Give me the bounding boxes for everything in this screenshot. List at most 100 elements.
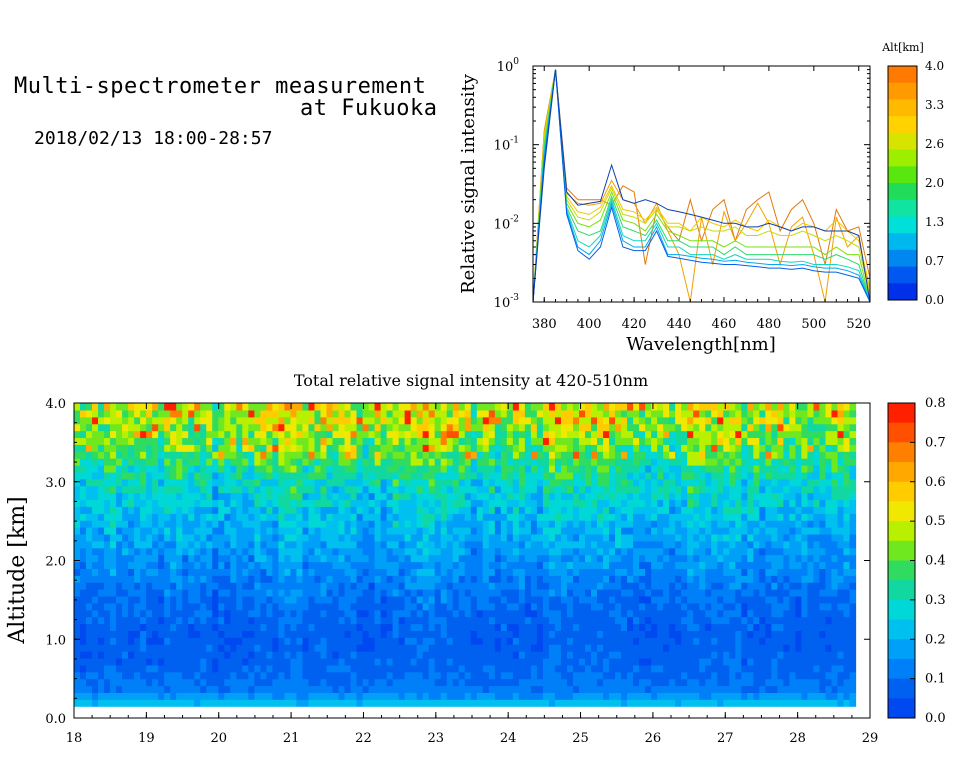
heatmap-cell [693,644,700,652]
heatmap-cell [506,595,514,604]
heatmap-cell [458,437,466,445]
heatmap-cell [422,403,430,411]
heatmap-cell [362,602,370,611]
heatmap-cell [80,657,87,666]
altitude-colorbar-tick-label: 2.6 [925,137,944,151]
heatmap-cell [585,540,592,549]
heatmap-cell [440,458,448,466]
heatmap-cell [332,430,340,439]
heatmap-cell [452,554,460,563]
heatmap-cell [218,575,225,583]
heatmap-cell [597,409,604,418]
heatmap-cell [278,589,286,597]
heatmap-cell [603,478,610,487]
heatmap-cell [591,623,598,631]
heatmap-cell [182,609,189,618]
heatmap-cell [404,499,412,507]
heatmap-cell [530,478,538,487]
heatmap-cell [170,444,177,452]
heatmap-cell [176,485,183,494]
heatmap-cell [236,416,243,425]
heatmap-cell [284,520,292,528]
heatmap-cell [398,561,406,569]
spectrum-x-tick-label: 480 [756,317,781,332]
heatmap-cell [446,499,454,507]
heatmap-cell [548,651,556,659]
heatmap-cell [260,465,267,473]
heatmap-cell [284,657,292,666]
heatmap-cell [615,409,622,418]
heatmap-cell [585,644,592,652]
heatmap-cell [134,451,141,459]
heatmap-cell [116,540,123,549]
heatmap-cell [212,430,219,439]
heatmap-cell [368,561,376,569]
heatmap-cell [212,699,219,707]
heatmap-cell [482,458,490,466]
heatmap-cell [308,692,316,700]
heatmap-cell [176,465,183,473]
heatmap-cell [488,430,496,439]
heatmap-cell [164,478,171,487]
heatmap-cell [128,651,135,659]
heatmap-cell [518,520,526,528]
altitude-colorbar-tick-label: 2.0 [925,176,944,190]
heatmap-cell [290,520,298,528]
heatmap-cell [597,671,604,680]
heatmap-cell [554,458,562,466]
heatmap-cell [200,630,207,638]
heatmap-cell [104,492,111,501]
heatmap-cell [422,671,430,680]
heatmap-cell [410,657,418,666]
spectrum-series-line-9 [533,69,870,302]
heatmap-cell [603,430,610,439]
heatmap-cell [332,637,340,645]
heatmap-cell [446,513,454,521]
heatmap-cell [254,451,261,459]
heatmap-cell [308,409,316,418]
heatmap-cell [554,527,562,535]
heatmap-cell [332,513,340,521]
heatmap-cell [717,520,724,528]
heatmap-cell [603,561,610,569]
heatmap-cell [296,540,304,549]
heatmap-cell [302,630,310,638]
heatmap-cell [146,423,153,432]
heatmap-cell [566,685,574,694]
heatmap-cell [482,644,490,652]
heatmap-cell [344,540,352,549]
heatmap-cell [80,451,87,459]
heatmap-cell [314,678,322,687]
altitude-colorbar-swatch [888,116,917,134]
heatmap-cell [663,409,670,418]
heatmap-cell [134,444,141,452]
heatmap-cell [560,575,568,583]
heatmap-cell [500,403,508,411]
heatmap-cell [651,471,658,480]
heatmap-cell [104,602,111,611]
heatmap-cell [80,416,87,425]
heatmap-cell [512,540,520,549]
heatmap-cell [212,492,219,501]
heatmap-cell [536,409,544,418]
heatmap-cell [386,561,394,569]
heatmap-cell [200,471,207,480]
heatmap-cell [296,478,304,487]
heatmap-cell [675,664,682,673]
heatmap-cell [639,471,646,480]
heatmap-cell [320,520,328,528]
heatmap-cell [657,602,664,611]
heatmap-cell [134,637,141,645]
heatmap-cell [344,554,352,563]
heatmap-cell [272,444,279,452]
heatmap-cell [494,582,502,590]
heatmap-cell [705,657,712,666]
heatmap-cell [110,513,117,521]
heatmap-cell [440,692,448,700]
heatmap-cell [548,527,556,535]
heatmap-cell [230,520,237,528]
heatmap-cell [536,630,544,638]
heatmap-cell [320,630,328,638]
heatmap-cell [651,533,658,542]
heatmap-cell [693,458,700,466]
